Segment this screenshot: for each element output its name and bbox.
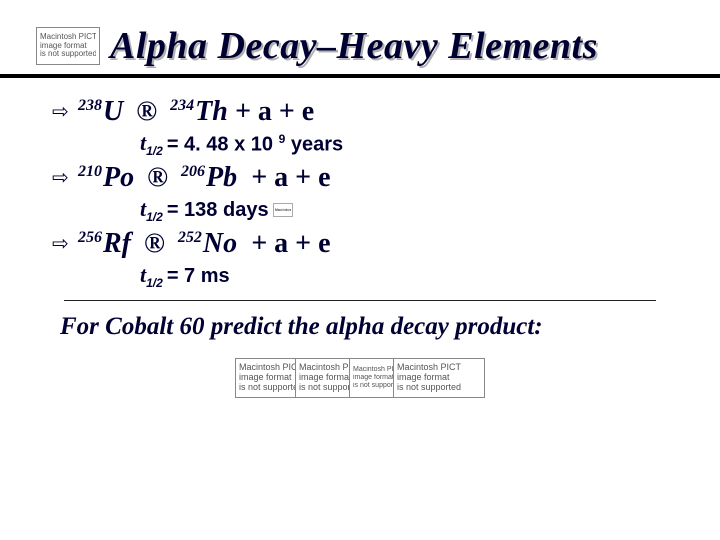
child-mass: 252 (178, 229, 202, 246)
parent-mass: 210 (78, 163, 102, 180)
equation-row: ⇨ 256Rf ® 252No + a + e (52, 228, 684, 260)
section-divider (64, 300, 656, 301)
yields-icon: ® (141, 162, 174, 194)
bullet-icon: ⇨ (52, 168, 68, 188)
plus: + (244, 228, 274, 259)
title-row: Macintosh PICT image format is not suppo… (36, 24, 684, 68)
pict-placeholder-icon: Macintosh PICT (273, 203, 293, 217)
equation-row: ⇨ 210Po ® 206Pb + a + e (52, 162, 684, 194)
equation-list: ⇨ 238U ® 234Th + a + e t1/2 = 4. 48 x 10… (36, 96, 684, 290)
placeholder-line-3: is not supported (40, 50, 96, 59)
pict-placeholder-icon: Macintosh PICT image format is not suppo… (393, 358, 485, 398)
yields-icon: ® (130, 96, 163, 128)
title-underline (0, 74, 720, 78)
yields-icon: ® (138, 228, 171, 260)
decay-products: a + e (274, 162, 330, 193)
page-title: Alpha Decay–Heavy Elements (110, 24, 598, 68)
child-symbol: No (203, 228, 237, 259)
half-life-sub: 1/2 (146, 210, 163, 224)
placeholder-line-1: Macintosh PICT (40, 33, 96, 42)
half-life-sub: 1/2 (146, 144, 163, 158)
half-life-row: t1/2 = 7 ms (140, 262, 684, 290)
parent-symbol: Rf (103, 228, 131, 259)
child-mass: 206 (181, 163, 205, 180)
bullet-icon: ⇨ (52, 234, 68, 254)
list-item: ⇨ 256Rf ® 252No + a + e t1/2 = 7 ms (52, 228, 684, 290)
bullet-icon: ⇨ (52, 102, 68, 122)
plus: + (244, 162, 274, 193)
placeholder-strip: Macintosh PICT image format is not suppo… (36, 351, 684, 405)
equation: 256Rf ® 252No + a + e (78, 228, 331, 260)
parent-mass: 256 (78, 229, 102, 246)
plus: + (228, 96, 258, 127)
question-text: For Cobalt 60 predict the alpha decay pr… (36, 313, 684, 341)
slide-root: Macintosh PICT image format is not suppo… (0, 0, 720, 540)
decay-products: a + e (258, 96, 314, 127)
equation-row: ⇨ 238U ® 234Th + a + e (52, 96, 684, 128)
half-life-value: = 138 days (167, 199, 269, 222)
child-symbol: Pb (206, 162, 237, 193)
list-item: ⇨ 210Po ® 206Pb + a + e t1/2 = 138 days … (52, 162, 684, 224)
placeholder-line-2: image format (40, 42, 96, 51)
decay-products: a + e (274, 228, 330, 259)
list-item: ⇨ 238U ® 234Th + a + e t1/2 = 4. 48 x 10… (52, 96, 684, 158)
half-life-value: = 7 ms (167, 265, 230, 288)
parent-symbol: U (103, 96, 123, 127)
equation: 210Po ® 206Pb + a + e (78, 162, 331, 194)
parent-mass: 238 (78, 97, 102, 114)
half-life-row: t1/2 = 4. 48 x 10 9 years (140, 130, 684, 158)
parent-symbol: Po (103, 162, 134, 193)
child-symbol: Th (195, 96, 228, 127)
child-mass: 234 (170, 97, 194, 114)
half-life-sub: 1/2 (146, 276, 163, 290)
half-life-value: = 4. 48 x 10 9 years (167, 132, 343, 157)
equation: 238U ® 234Th + a + e (78, 96, 314, 128)
half-life-row: t1/2 = 138 days Macintosh PICT (140, 196, 684, 224)
pict-placeholder-icon: Macintosh PICT image format is not suppo… (36, 27, 100, 65)
